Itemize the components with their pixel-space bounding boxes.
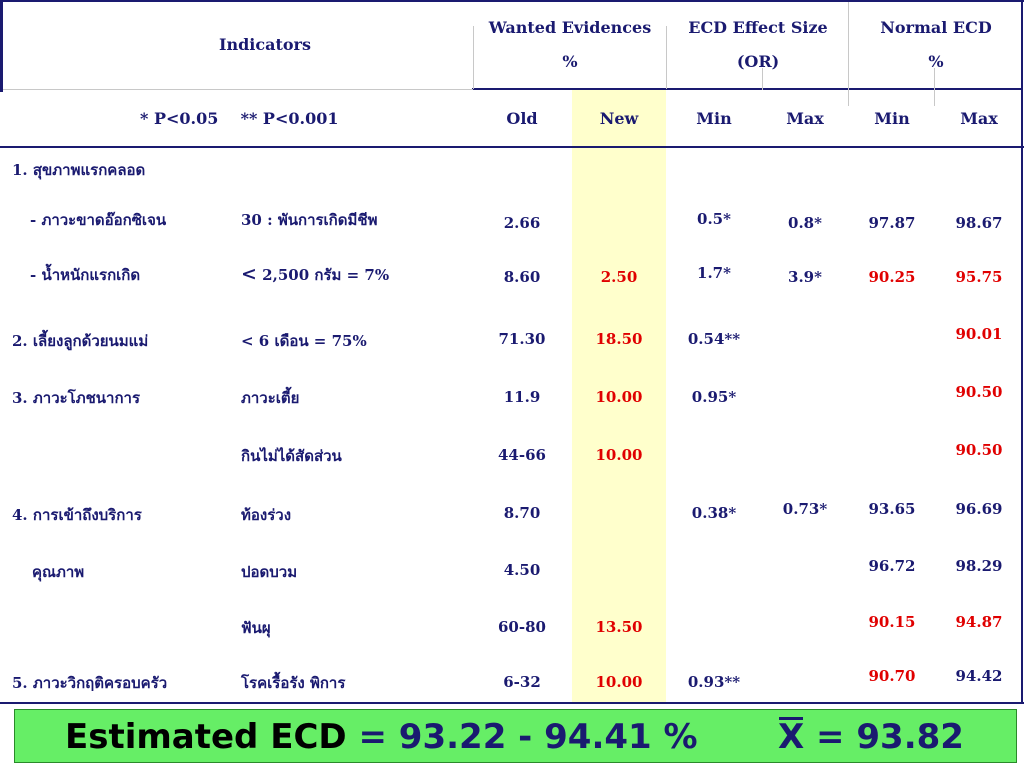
top-border: [0, 0, 1024, 2]
indicator-4a-normal-min: 93.65: [868, 500, 916, 518]
indicator-1b-normal-max: 95.75: [955, 268, 1003, 286]
indicator-5-label: 5. ภาวะวิกฤติครอบครัว: [12, 674, 168, 692]
indicator-2-old: 71.30: [498, 330, 546, 348]
indicator-1b-label: - น้ำหนักแรกเกิด: [30, 266, 141, 284]
estimated-ecd-range: = 93.22 - 94.41 %: [346, 717, 698, 757]
indicator-5-normal-max: 94.42: [955, 667, 1003, 685]
indicator-5-new: 10.00: [595, 673, 643, 691]
effect-size-unit: (OR): [736, 52, 780, 71]
indicator-3a-normal-max: 90.50: [955, 383, 1003, 401]
new-header: New: [599, 109, 639, 128]
indicator-4c-criterion: ฟันผุ: [241, 619, 271, 637]
indicator-4b-normal-min: 96.72: [868, 557, 916, 575]
wanted-evidences-header: Wanted Evidences: [488, 18, 652, 37]
bottom-border: [0, 702, 1024, 704]
indicator-2-label: 2. เลี้ยงลูกด้วยนมแม่: [12, 332, 149, 350]
ecd-mean: X = 93.82: [778, 717, 964, 757]
col-sep-2: [666, 26, 667, 89]
indicator-4-label: 4. การเข้าถึงบริการ: [12, 506, 142, 524]
indicator-1b-old: 8.60: [503, 268, 541, 286]
indicator-3a-criterion: ภาวะเตี้ย: [241, 389, 300, 407]
indicator-1a-or-min: 0.5*: [697, 210, 731, 228]
indicator-5-normal-min: 90.70: [868, 667, 916, 685]
indicator-3b-criterion: กินไม่ได้สัดส่วน: [241, 447, 342, 465]
indicator-1b-or-max: 3.9*: [788, 268, 822, 286]
indicators-header: Indicators: [219, 35, 311, 54]
indicator-1a-normal-max: 98.67: [955, 214, 1003, 232]
indicator-4a-or-max: 0.73*: [782, 500, 828, 518]
indicator-4a-old: 8.70: [503, 504, 541, 522]
header-rule-2: [0, 146, 1024, 148]
header-rule-1: [472, 88, 1022, 90]
mean-x-bar-symbol: X: [778, 717, 805, 757]
indicator-5-old: 6-32: [503, 673, 541, 691]
indicator-1b-normal-min: 90.25: [868, 268, 916, 286]
right-border: [1021, 0, 1023, 702]
indicator-1a-or-max: 0.8*: [788, 214, 822, 232]
indicator-1a-normal-min: 97.87: [868, 214, 916, 232]
indicator-4c-normal-max: 94.87: [955, 613, 1003, 631]
col-sep-4: [762, 68, 763, 90]
indicator-4c-new: 13.50: [595, 618, 643, 636]
min-normal-header: Min: [874, 109, 910, 128]
indicator-3a-new: 10.00: [595, 388, 643, 406]
indicator-4b-normal-max: 98.29: [955, 557, 1003, 575]
indicator-1a-old: 2.66: [503, 214, 541, 232]
indicator-4c-old: 60-80: [498, 618, 546, 636]
ecd-mean-value: = 93.82: [804, 717, 964, 757]
col-sep-3: [848, 2, 849, 106]
col-sep-1: [473, 26, 474, 89]
indicator-2-criterion: < 6 เดือน = 75%: [241, 332, 367, 350]
old-header: Old: [506, 109, 538, 128]
normal-ecd-header: Normal ECD: [880, 18, 992, 37]
indicator-5-or-min: 0.93**: [687, 673, 741, 691]
indicator-4a-or-min: 0.38*: [691, 504, 737, 522]
estimated-ecd-label: Estimated ECD: [65, 717, 347, 757]
max-or-header: Max: [786, 109, 824, 128]
effect-size-header: ECD Effect Size: [688, 18, 828, 37]
indicator-5-criterion: โรคเรื้อรัง พิการ: [241, 674, 346, 692]
min-or-header: Min: [696, 109, 732, 128]
indicator-1b-or-min: 1.7*: [697, 264, 731, 282]
indicator-2-normal-max: 90.01: [955, 325, 1003, 343]
indicator-4a-normal-max: 96.69: [955, 500, 1003, 518]
indicator-2-new: 18.50: [595, 330, 643, 348]
indicator-3b-new: 10.00: [595, 446, 643, 464]
indicator-4c-normal-min: 90.15: [868, 613, 916, 631]
header-rule-faint: [3, 89, 473, 90]
indicator-3b-normal-max: 90.50: [955, 441, 1003, 459]
indicator-3a-old: 11.9: [503, 388, 541, 406]
wanted-evidences-unit: %: [562, 52, 578, 71]
indicator-4b-criterion: ปอดบวม: [241, 563, 298, 581]
col-sep-5: [934, 68, 935, 106]
new-column-highlight: [572, 90, 666, 702]
indicator-3a-or-min: 0.95*: [691, 388, 737, 406]
indicator-4-label-cont: คุณภาพ: [32, 563, 85, 581]
max-normal-header: Max: [960, 109, 998, 128]
p-value-legend: * P<0.05 ** P<0.001: [140, 109, 339, 128]
left-accent: [0, 0, 3, 92]
indicator-4b-old: 4.50: [503, 561, 541, 579]
indicator-4a-criterion: ท้องร่วง: [241, 506, 292, 524]
indicator-1b-criterion: < 2,500 กรัม = 7%: [241, 263, 390, 285]
indicator-1-label: 1. สุขภาพแรกคลอด: [12, 161, 146, 179]
indicator-1a-criterion: 30 : พันการเกิดมีชีพ: [241, 211, 378, 229]
indicator-3b-old: 44-66: [498, 446, 546, 464]
normal-ecd-unit: %: [928, 52, 944, 71]
estimated-ecd-banner: Estimated ECD = 93.22 - 94.41 % X = 93.8…: [14, 709, 1017, 763]
estimated-ecd-summary: Estimated ECD = 93.22 - 94.41 %: [65, 717, 698, 757]
indicator-2-or-min: 0.54**: [687, 330, 741, 348]
indicator-1b-new: 2.50: [600, 268, 638, 286]
indicator-1a-label: - ภาวะขาดอ๊อกซิเจน: [30, 211, 167, 229]
indicator-3-label: 3. ภาวะโภชนาการ: [12, 389, 141, 407]
